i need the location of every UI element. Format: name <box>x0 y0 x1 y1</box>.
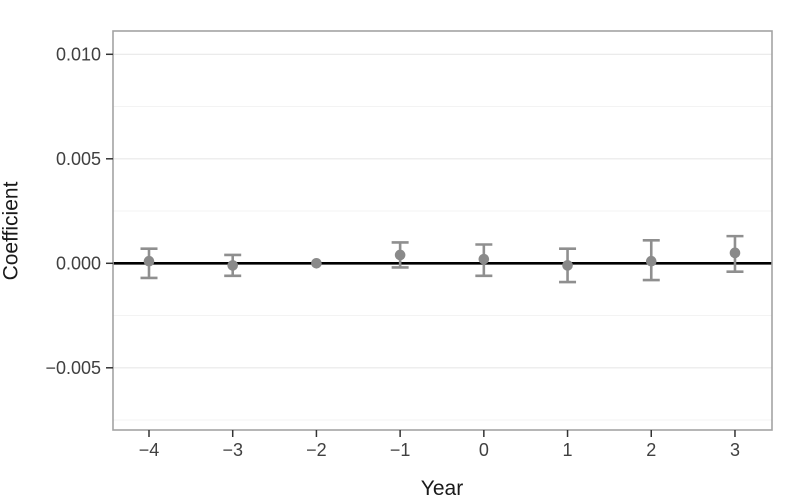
x-tick-label: 2 <box>646 440 656 460</box>
panel-border <box>112 30 773 431</box>
y-tick-label: 0.000 <box>56 253 101 273</box>
x-tick-label: −4 <box>139 440 160 460</box>
x-tick-label: −1 <box>390 440 411 460</box>
data-point <box>394 249 406 261</box>
x-tick-label: 1 <box>563 440 573 460</box>
data-point <box>227 260 239 271</box>
data-point <box>311 258 322 269</box>
x-tick-label: 0 <box>479 440 489 460</box>
data-point <box>478 253 490 265</box>
data-point <box>729 247 741 259</box>
y-tick-label: 0.005 <box>56 149 101 169</box>
x-tick-label: −3 <box>222 440 243 460</box>
panel-background <box>113 31 772 430</box>
x-tick-label: 3 <box>730 440 740 460</box>
y-tick-label: 0.010 <box>56 44 101 64</box>
data-point <box>562 260 573 271</box>
data-point <box>645 255 657 267</box>
y-tick-label: −0.005 <box>45 358 101 378</box>
y-axis-title: Coefficient <box>0 181 23 281</box>
x-axis-title: Year <box>420 477 464 500</box>
data-point <box>143 255 155 267</box>
x-tick-label: −2 <box>306 440 327 460</box>
